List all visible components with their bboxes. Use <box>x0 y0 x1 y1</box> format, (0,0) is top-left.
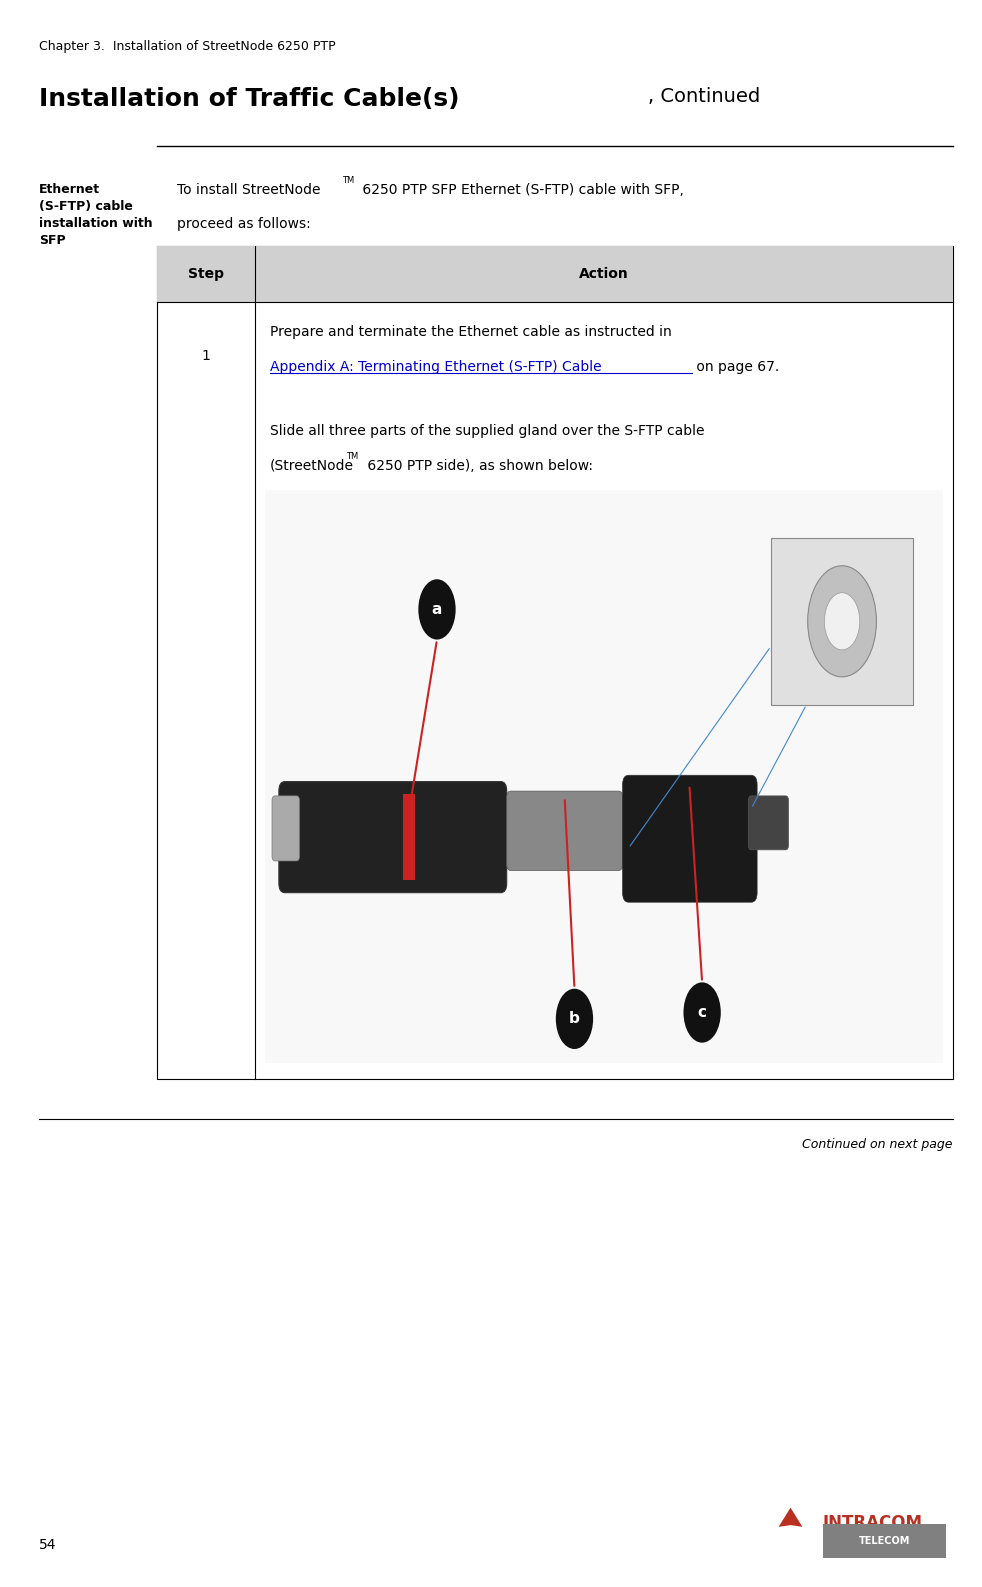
Text: Chapter 3.  Installation of StreetNode 6250 PTP: Chapter 3. Installation of StreetNode 62… <box>39 40 336 52</box>
Text: Continued on next page: Continued on next page <box>802 1138 953 1151</box>
Text: b: b <box>569 1011 580 1027</box>
Text: proceed as follows:: proceed as follows: <box>177 217 310 232</box>
Circle shape <box>807 567 876 678</box>
Text: TELECOM: TELECOM <box>858 1536 910 1546</box>
Polygon shape <box>779 1508 802 1527</box>
Bar <box>157 246 953 302</box>
Text: Ethernet
(S-FTP) cable
installation with
SFP: Ethernet (S-FTP) cable installation with… <box>39 183 153 246</box>
Text: 1: 1 <box>201 349 211 363</box>
Text: Slide all three parts of the supplied gland over the S-FTP cable: Slide all three parts of the supplied gl… <box>270 424 704 438</box>
FancyBboxPatch shape <box>623 776 757 901</box>
FancyBboxPatch shape <box>272 797 300 860</box>
FancyBboxPatch shape <box>279 782 507 892</box>
Text: 6250 PTP side), as shown below:: 6250 PTP side), as shown below: <box>363 459 593 473</box>
Circle shape <box>824 594 860 651</box>
Text: Prepare and terminate the Ethernet cable as instructed in: Prepare and terminate the Ethernet cable… <box>270 325 672 340</box>
Bar <box>265 490 943 1063</box>
Text: Installation of Traffic Cable(s): Installation of Traffic Cable(s) <box>39 87 460 111</box>
Text: , Continued: , Continued <box>648 87 760 106</box>
Text: To install StreetNode: To install StreetNode <box>177 183 320 197</box>
Text: INTRACOM: INTRACOM <box>823 1514 923 1531</box>
Bar <box>771 538 913 705</box>
Text: 6250 PTP SFP Ethernet (S-FTP) cable with SFP,: 6250 PTP SFP Ethernet (S-FTP) cable with… <box>358 183 684 197</box>
Bar <box>157 246 953 1079</box>
Text: (StreetNode: (StreetNode <box>270 459 355 473</box>
Bar <box>403 795 415 879</box>
Text: 54: 54 <box>39 1538 57 1552</box>
FancyBboxPatch shape <box>748 797 789 851</box>
Text: c: c <box>697 1005 707 1020</box>
Text: on page 67.: on page 67. <box>692 360 780 375</box>
Text: Appendix A: Terminating Ethernet (S-FTP) Cable: Appendix A: Terminating Ethernet (S-FTP)… <box>270 360 602 375</box>
Bar <box>823 1524 946 1558</box>
Text: Step: Step <box>189 267 224 281</box>
Text: Action: Action <box>579 267 628 281</box>
Circle shape <box>683 982 721 1043</box>
FancyBboxPatch shape <box>507 792 623 871</box>
Circle shape <box>418 579 456 640</box>
Circle shape <box>556 989 593 1049</box>
Text: a: a <box>432 601 442 617</box>
Text: TM: TM <box>342 176 354 186</box>
Text: TM: TM <box>346 452 357 462</box>
